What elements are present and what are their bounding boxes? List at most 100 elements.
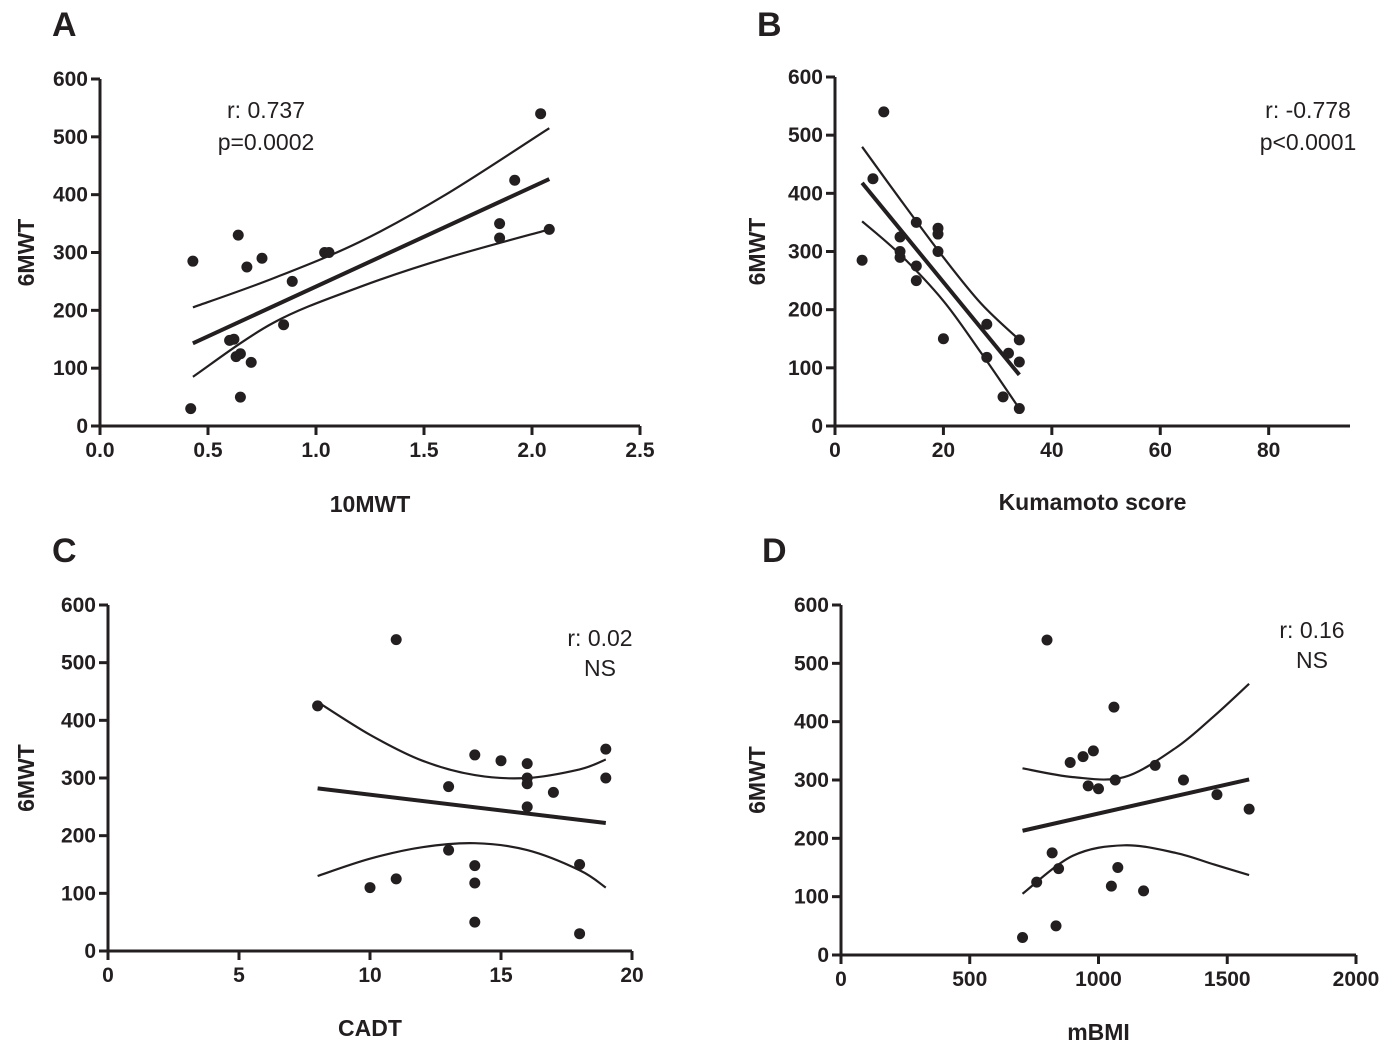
panel-d: D 0 100 200 300 400 500 600 0 500 1000 1500 2000 6MWT… [744,532,1379,1043]
y-tick-label: 600 [61,594,96,617]
x-tick-label: 0 [835,968,847,991]
data-point [543,223,555,235]
x-tick-label: 15 [489,964,513,987]
y-tick-label: 200 [788,299,823,322]
y-tick-label: 100 [788,357,823,380]
data-point [932,246,944,257]
data-point [469,916,481,928]
correlation-annotation: r: 0.737 [227,97,305,123]
panel-letter: B [757,6,782,44]
y-tick-label: 600 [788,66,823,89]
significance-annotation: p<0.0001 [1260,129,1357,155]
data-point [878,106,890,118]
x-tick-label: 2.5 [625,439,655,462]
data-point [469,860,481,872]
data-point [312,700,324,712]
regression-line [1022,777,1250,833]
data-point [981,351,993,363]
data-point [535,108,547,120]
data-point [494,218,506,230]
regression-line [860,181,1021,377]
data-point [443,781,455,793]
y-tick-label: 0 [84,940,96,963]
data-point [1112,862,1124,873]
significance-annotation: NS [1296,647,1328,673]
data-point [1013,403,1025,415]
correlation-annotation: r: 0.02 [567,625,632,651]
x-tick-label: 80 [1257,439,1280,462]
data-point [187,255,199,267]
data-point [574,928,586,940]
data-point [1064,757,1076,768]
y-tick-label: 0 [817,944,829,967]
y-tick-label: 300 [788,241,823,264]
data-point [495,755,507,767]
ci-upper-band [1022,682,1250,781]
data-point [1108,701,1120,713]
data-point [1046,847,1058,859]
data-point [1053,863,1065,875]
x-tick-label: 20 [932,439,955,462]
x-axis-label: CADT [338,1015,402,1041]
x-tick-label: 5 [233,964,245,987]
data-point [323,247,335,258]
data-point [1017,932,1029,943]
panel-letter: C [52,532,77,570]
data-point [443,844,455,856]
data-point [574,859,586,870]
data-point [234,391,246,403]
data-point [185,403,197,415]
y-tick-label: 600 [794,594,829,617]
data-point [600,743,612,755]
significance-annotation: NS [584,655,616,681]
data-point [547,786,559,798]
y-tick-label: 200 [53,299,88,322]
y-tick-label: 500 [788,124,823,147]
x-tick-label: 1500 [1204,968,1251,991]
y-tick-label: 200 [794,827,829,850]
panel-b: B 0 100 200 300 400 500 600 0 20 40 60 80 6MWT Kumamot… [744,6,1356,515]
data-point [1077,751,1089,763]
regression-line [192,177,551,346]
y-tick-label: 300 [53,242,88,265]
data-point [910,216,922,228]
x-tick-label: 60 [1149,439,1172,462]
x-tick-label: 2.0 [517,439,546,462]
y-tick-label: 300 [794,769,829,792]
y-tick-label: 400 [53,184,88,207]
data-point [1082,780,1094,792]
panel-letter: D [762,532,787,570]
x-tick-label: 1.0 [301,439,330,462]
data-point [1087,745,1099,757]
ci-lower-band [192,228,550,378]
y-tick-label: 400 [61,709,96,732]
data-point [1177,774,1189,786]
data-point [1105,880,1117,892]
y-tick-label: 500 [794,652,829,675]
correlation-annotation: r: -0.778 [1265,97,1351,123]
y-axis-label: 6MWT [13,744,39,812]
data-point [1243,803,1255,815]
panel-a: A 0 100 200 300 400 500 600 0.0 0.5 1.0 1.5 2.0 2.5 6M… [13,6,655,517]
data-point [910,275,922,287]
data-point [1138,885,1150,897]
data-point [228,333,240,345]
data-point [1093,783,1104,795]
y-tick-label: 200 [61,825,96,848]
y-tick-label: 500 [53,126,88,149]
data-point [997,391,1009,403]
significance-annotation: p=0.0002 [218,129,315,155]
x-tick-label: 10 [358,964,381,987]
x-tick-label: 0.0 [85,439,114,462]
x-tick-label: 0.5 [193,439,223,462]
y-tick-label: 100 [61,882,96,905]
x-tick-label: 0 [829,439,841,462]
ci-upper-band [317,700,607,780]
data-point [600,772,612,784]
data-point [494,232,506,244]
data-point [390,634,402,646]
data-point [521,801,533,813]
x-tick-label: 2000 [1333,968,1380,991]
data-point [910,260,922,272]
data-point [981,318,993,330]
